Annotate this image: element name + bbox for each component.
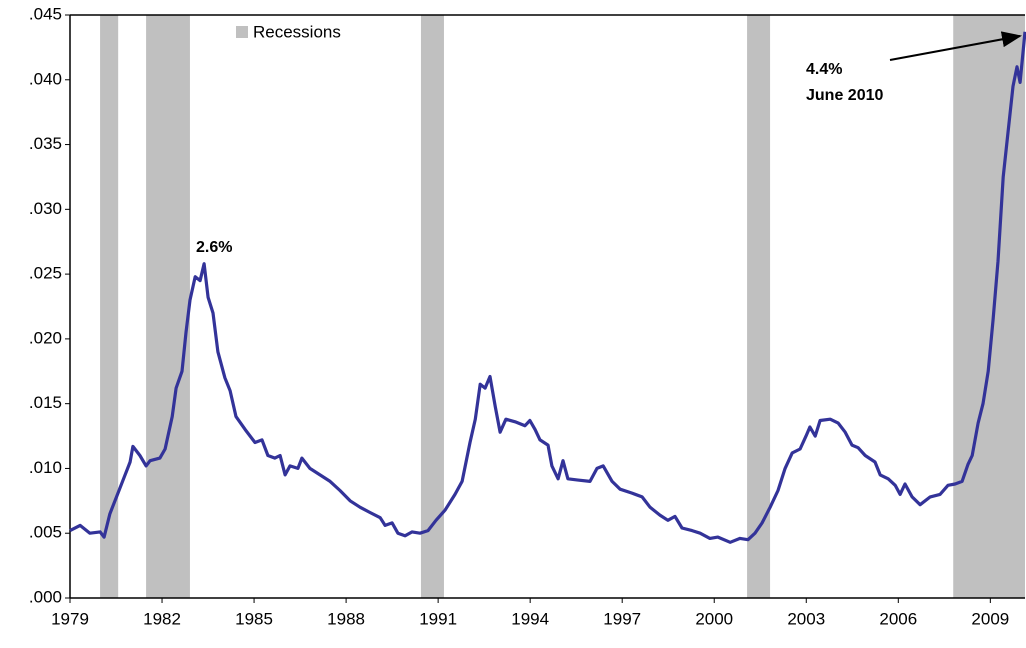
x-tick-label: 1982 <box>143 609 181 628</box>
y-tick-label: .010 <box>29 458 62 477</box>
x-tick-label: 1997 <box>603 609 641 628</box>
x-tick-label: 2000 <box>695 609 733 628</box>
y-tick-label: .025 <box>29 264 62 283</box>
annotation-arrow <box>889 31 1022 61</box>
x-tick-label: 1994 <box>511 609 549 628</box>
y-tick-label: .015 <box>29 393 62 412</box>
x-tick-label: 2006 <box>879 609 917 628</box>
recession-band <box>100 15 119 598</box>
recession-band <box>146 15 190 598</box>
x-tick-label: 2009 <box>971 609 1009 628</box>
y-tick-label: .030 <box>29 199 62 218</box>
data-line <box>69 31 1026 544</box>
y-tick-label: .020 <box>29 328 62 347</box>
recession-band <box>953 15 1025 598</box>
y-tick-label: .000 <box>29 587 62 606</box>
y-tick-label: .005 <box>29 523 62 542</box>
x-tick-label: 2003 <box>787 609 825 628</box>
y-tick-label: .040 <box>29 69 62 88</box>
x-tick-label: 1988 <box>327 609 365 628</box>
x-tick-label: 1991 <box>419 609 457 628</box>
y-tick-label: .045 <box>29 4 62 23</box>
legend-label: Recessions <box>253 22 341 41</box>
recession-band <box>747 15 771 598</box>
annotation: 4.4% <box>806 61 842 78</box>
recession-band <box>420 15 444 598</box>
x-tick-label: 1979 <box>51 609 89 628</box>
y-tick-label: .035 <box>29 134 62 153</box>
annotation: June 2010 <box>806 87 883 104</box>
legend-swatch <box>236 26 248 38</box>
x-tick-label: 1985 <box>235 609 273 628</box>
annotation: 2.6% <box>196 239 232 256</box>
